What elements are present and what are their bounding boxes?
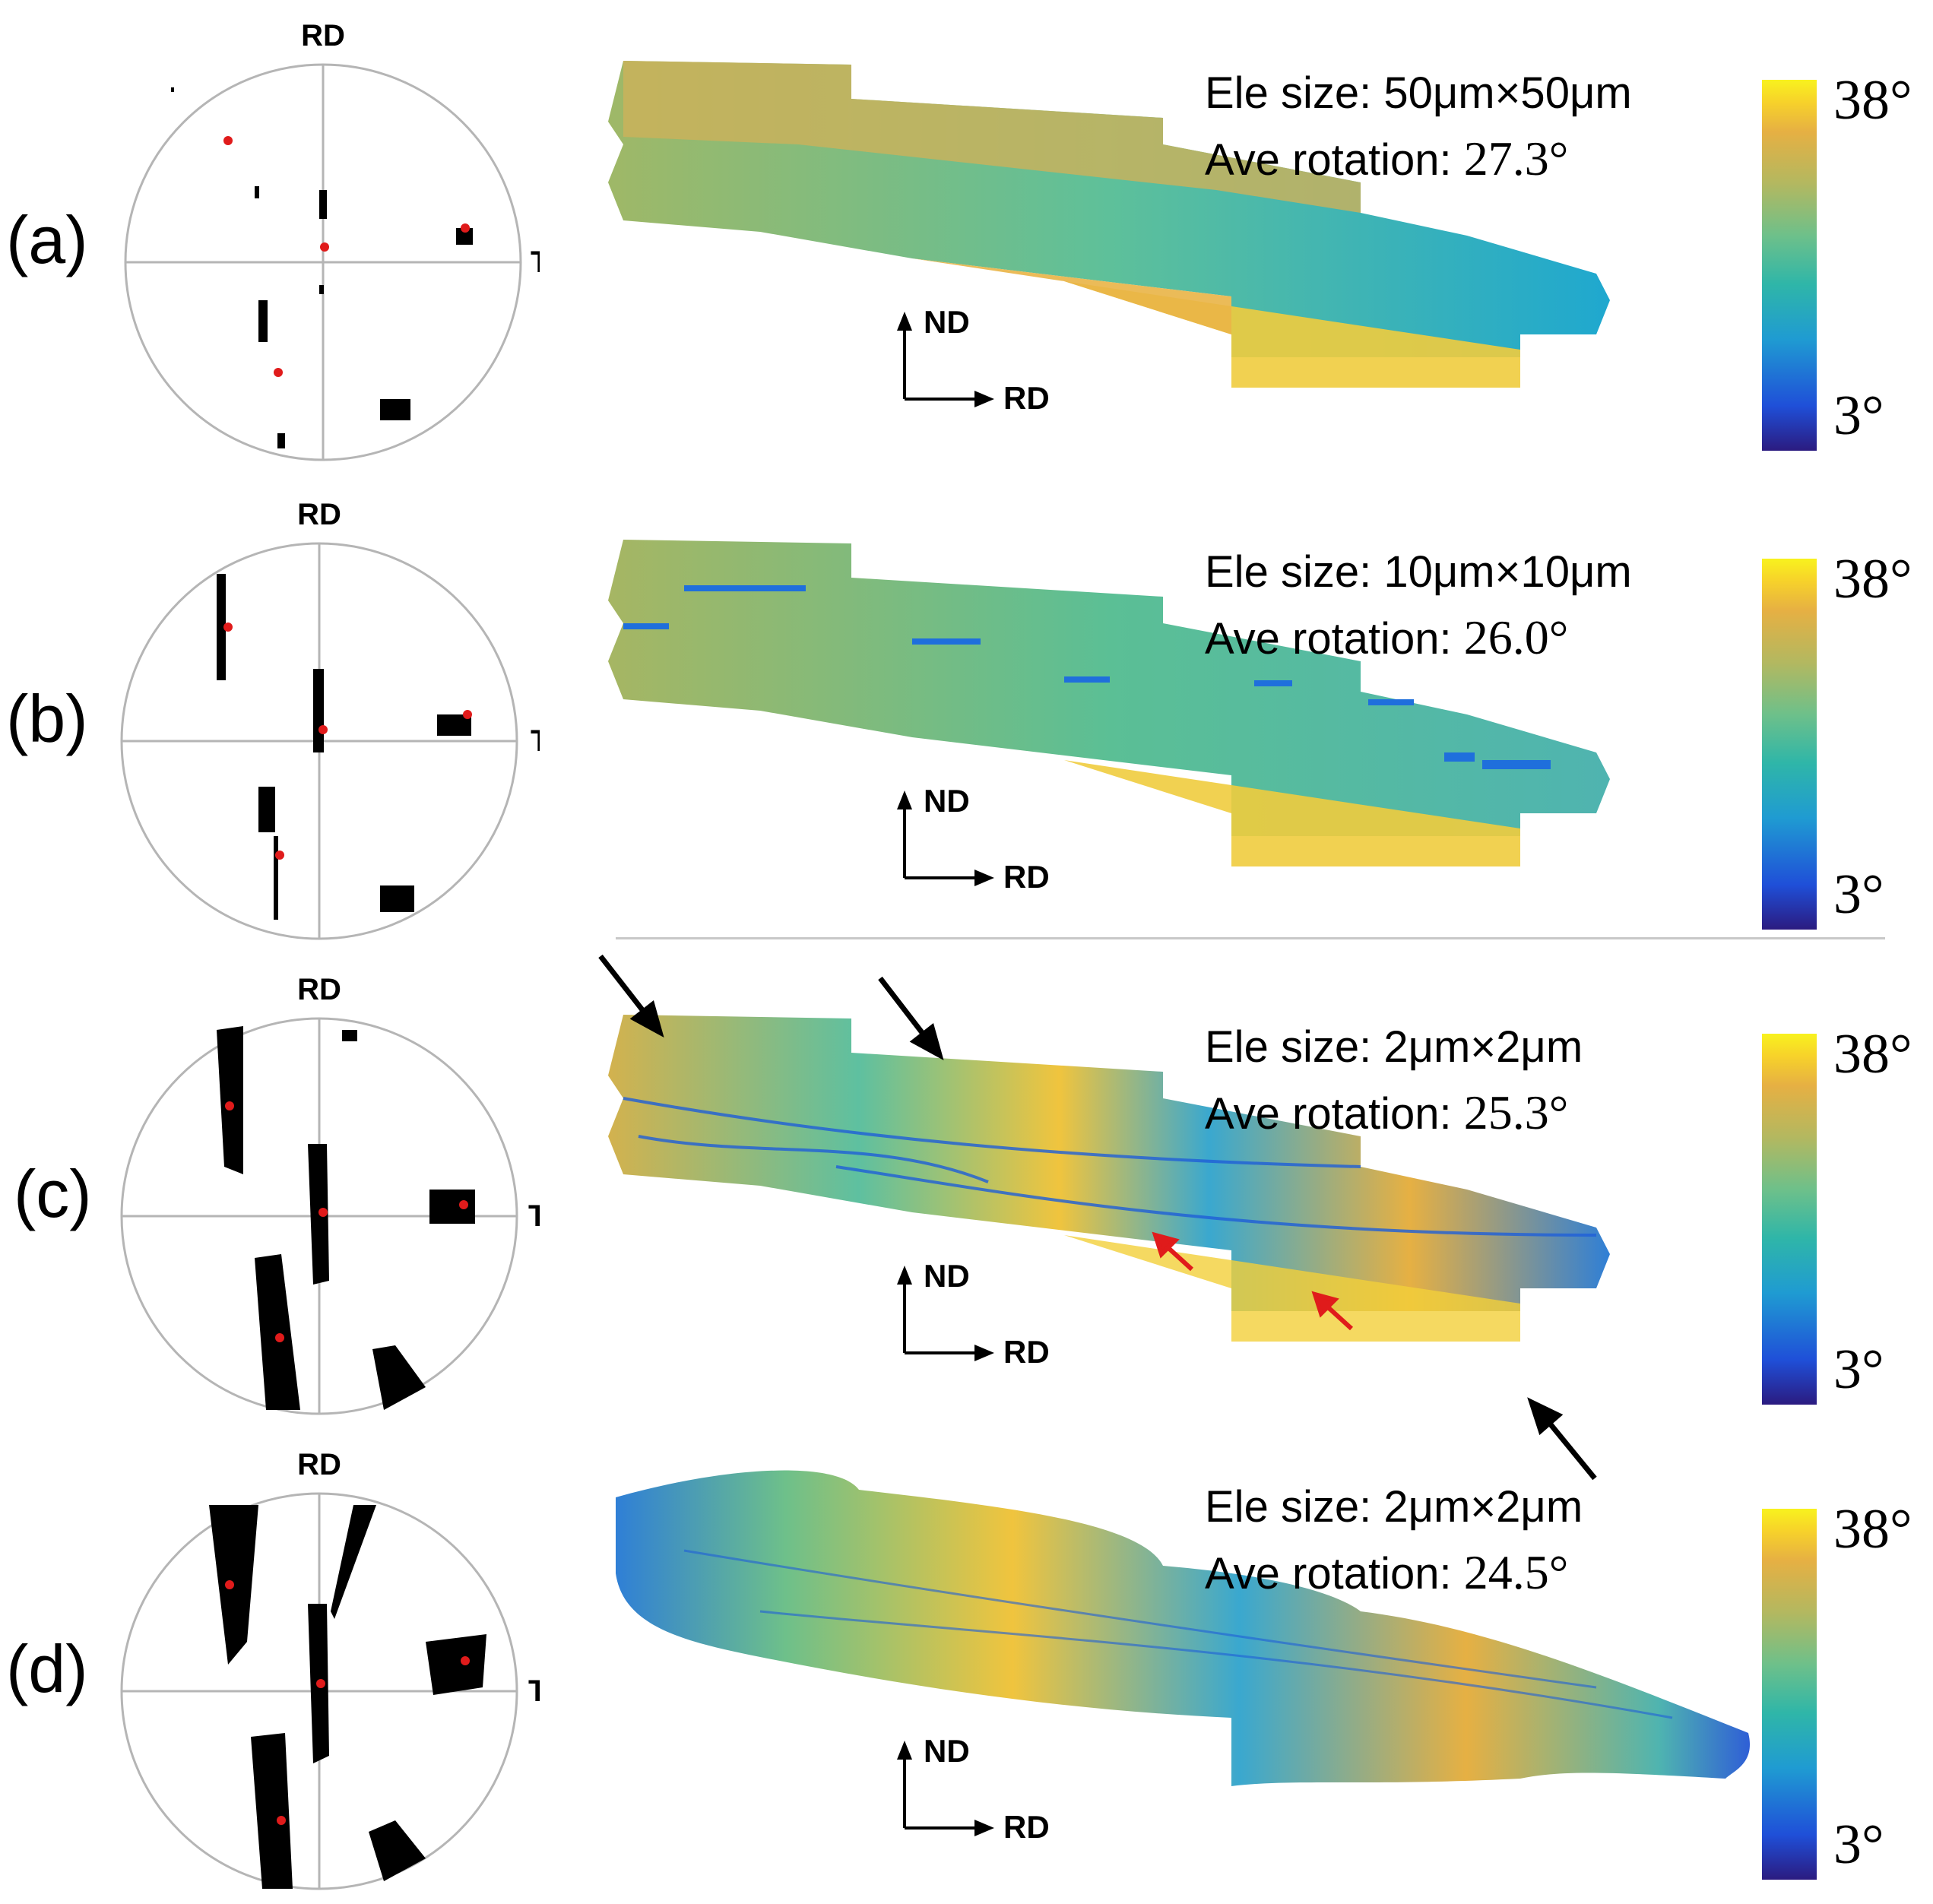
info-text: Ele size: 50μm×50μm Ave rotation: 27.3° (1205, 61, 1632, 193)
separator-line (616, 937, 1885, 939)
element-size: Ele size: 2μm×2μm (1205, 1482, 1583, 1532)
colorbar-min: 3° (1833, 863, 1884, 926)
pole-label-td: TD (528, 1199, 540, 1233)
element-size: Ele size: 10μm×10μm (1205, 547, 1632, 597)
axis-label-nd: ND (924, 1733, 970, 1769)
grain-shape (616, 1470, 1751, 1786)
axes-indicator: ND RD (897, 304, 1050, 416)
axes-indicator: ND RD (897, 1258, 1050, 1370)
rotation-label: Ave rotation: (1205, 1549, 1464, 1598)
info-text: Ele size: 2μm×2μm Ave rotation: 25.3° (1205, 1015, 1583, 1147)
panel-b: (b) RD TD (0, 479, 1933, 954)
info-text: Ele size: 2μm×2μm Ave rotation: 24.5° (1205, 1475, 1583, 1607)
axis-label-rd: RD (1003, 380, 1050, 416)
colorbar-max: 38° (1833, 1498, 1912, 1560)
panel-label: (a) (6, 202, 88, 277)
colorbar-max: 38° (1833, 548, 1912, 610)
panel-a: (a) RD TD Ele s (0, 0, 1933, 475)
colorbar-max: 38° (1833, 1023, 1912, 1085)
pole-figure: RD TD (120, 498, 540, 940)
pole-figure: RD TD (124, 19, 540, 461)
colorbar-max: 38° (1833, 69, 1912, 131)
colorbar (1762, 1509, 1817, 1880)
panel-label: (d) (6, 1631, 88, 1706)
pole-figure: RD TD (120, 1448, 540, 1890)
pole-label-td: TD (528, 1674, 540, 1708)
rotation-value: 26.0° (1463, 610, 1569, 664)
element-size: Ele size: 50μm×50μm (1205, 68, 1632, 118)
colorbar-min: 3° (1833, 385, 1884, 447)
rotation-label: Ave rotation: (1205, 1089, 1464, 1139)
grain-shape (608, 1015, 1610, 1342)
axes-indicator: ND RD (897, 783, 1050, 895)
pole-label-rd: RD (297, 1448, 341, 1481)
pole-label-rd: RD (297, 973, 341, 1006)
element-size: Ele size: 2μm×2μm (1205, 1022, 1583, 1072)
grain-shape (608, 61, 1610, 388)
colorbar (1762, 559, 1817, 930)
axis-label-rd: RD (1003, 1334, 1050, 1370)
panel-label: (b) (6, 681, 88, 756)
grain-shape (608, 540, 1610, 866)
pole-label-rd: RD (297, 498, 341, 531)
rotation-label: Ave rotation: (1205, 614, 1464, 664)
pole-figure: RD TD (120, 973, 540, 1415)
axis-label-nd: ND (924, 304, 970, 340)
colorbar-min: 3° (1833, 1814, 1884, 1876)
panel-label: (c) (14, 1156, 92, 1231)
colorbar (1762, 80, 1817, 451)
axis-label-nd: ND (924, 783, 970, 819)
axis-label-rd: RD (1003, 859, 1050, 895)
panel-c: (c) RD TD (0, 954, 1933, 1429)
axis-label-nd: ND (924, 1258, 970, 1294)
pole-label-rd: RD (301, 19, 345, 52)
rotation-value: 25.3° (1463, 1085, 1569, 1139)
axis-label-rd: RD (1003, 1809, 1050, 1845)
colorbar (1762, 1034, 1817, 1405)
rotation-label: Ave rotation: (1205, 135, 1464, 185)
pole-label-td: TD (531, 724, 540, 758)
info-text: Ele size: 10μm×10μm Ave rotation: 26.0° (1205, 540, 1632, 672)
rotation-value: 24.5° (1463, 1545, 1569, 1599)
pole-label-td: TD (531, 246, 540, 279)
rotation-value: 27.3° (1463, 131, 1569, 185)
axes-indicator: ND RD (897, 1733, 1050, 1845)
colorbar-min: 3° (1833, 1339, 1884, 1401)
panel-d: (d) RD TD E (0, 1429, 1933, 1904)
